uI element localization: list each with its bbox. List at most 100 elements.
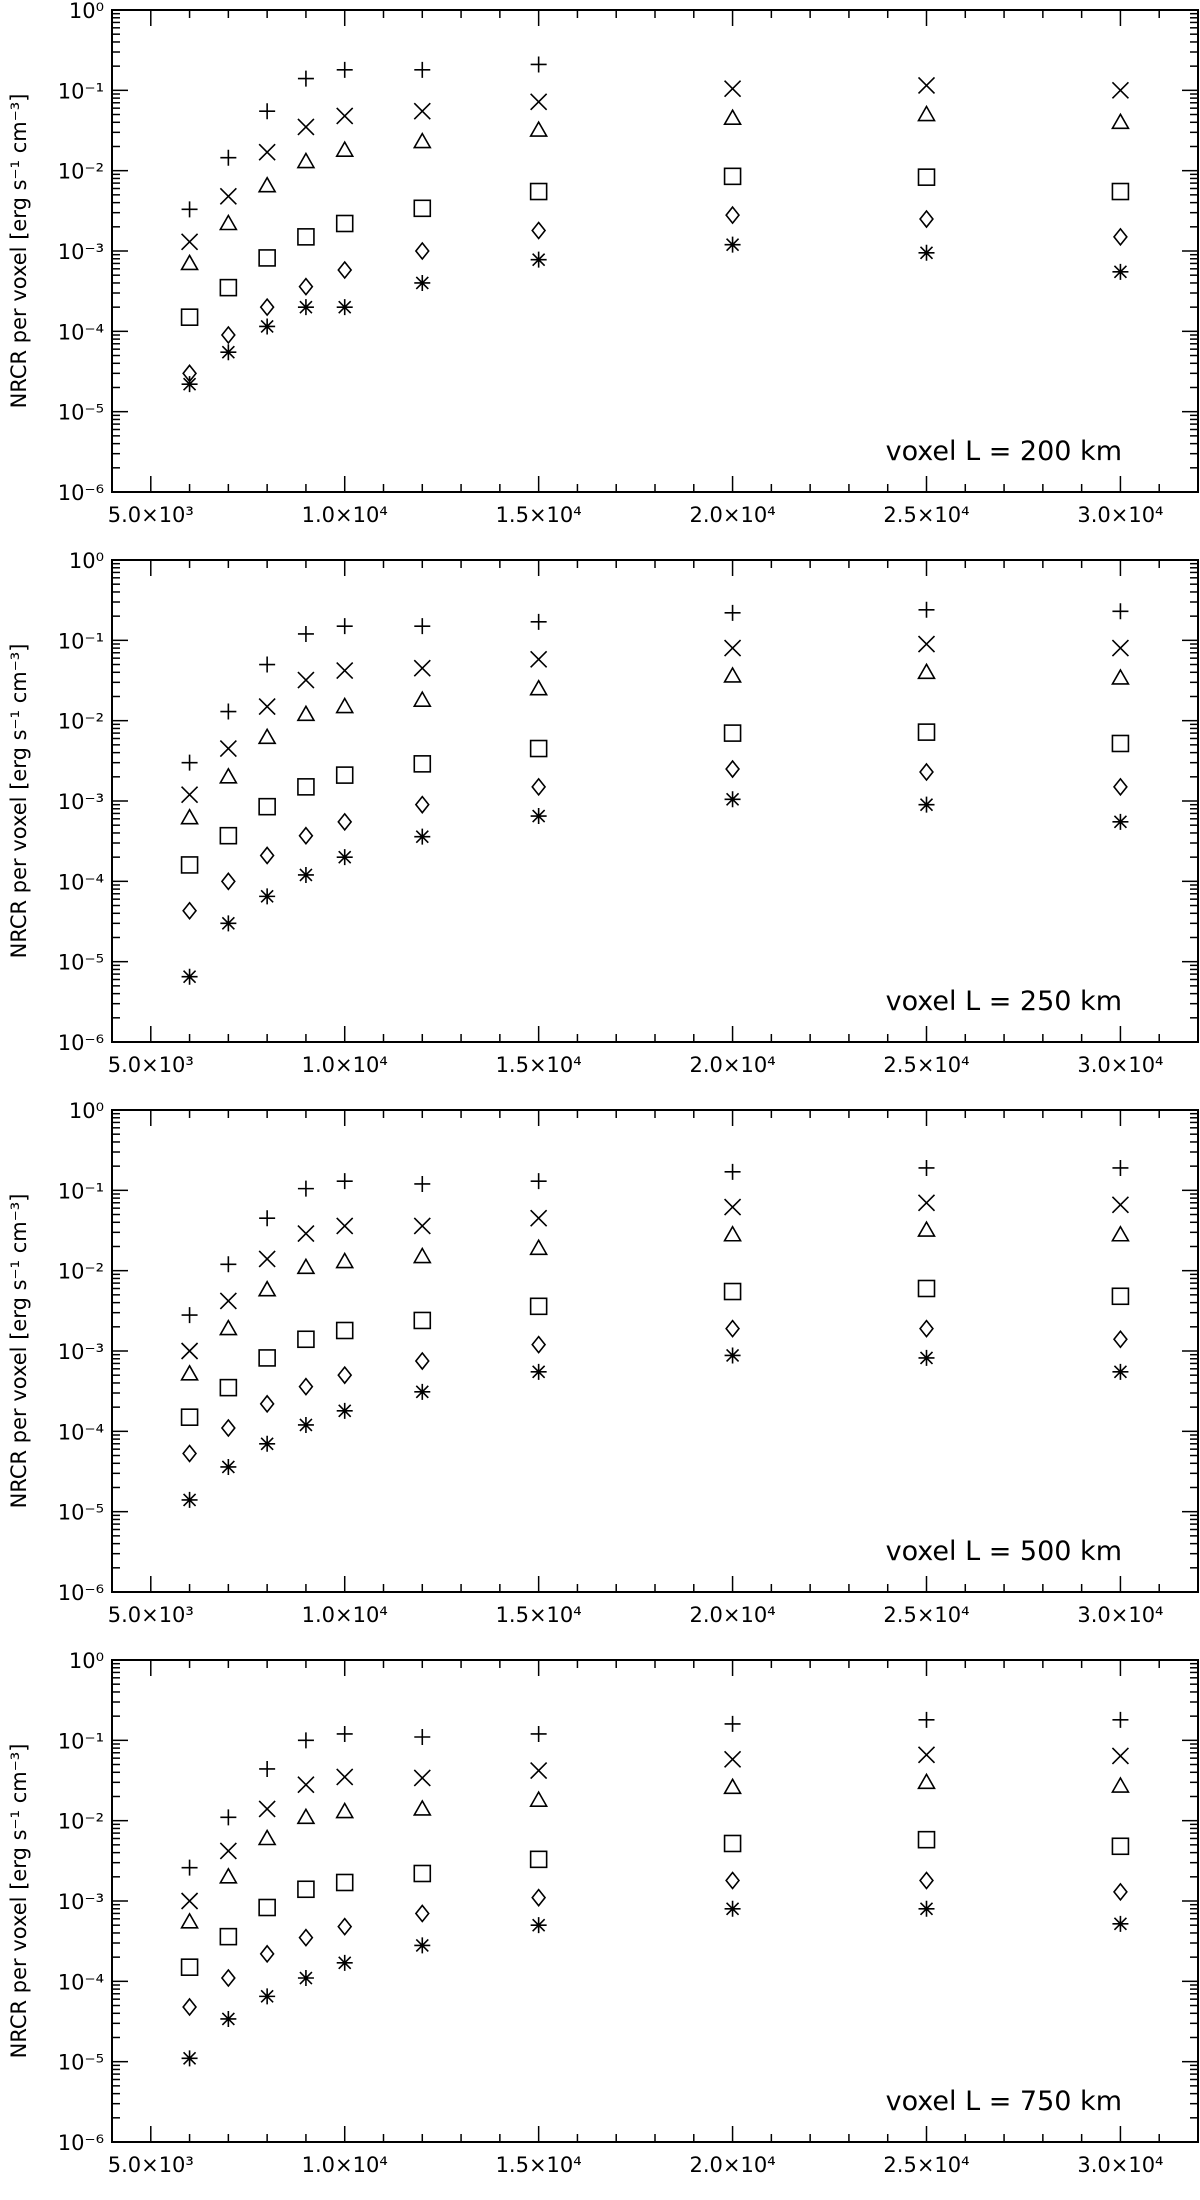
square-marker [335, 766, 354, 784]
plus-marker [724, 604, 741, 621]
diamond-marker [414, 1904, 430, 1923]
cross-marker [181, 1892, 199, 1910]
x-tick-label: 1.5×10⁴ [496, 2153, 582, 2177]
asterisk-marker [918, 244, 935, 261]
x-tick-label: 5.0×10³ [108, 1603, 194, 1627]
y-tick-label: 10⁻¹ [58, 79, 104, 103]
x-tick-label: 2.0×10⁴ [690, 1053, 776, 1077]
square-marker [529, 1850, 548, 1869]
asterisk-marker [918, 796, 935, 813]
y-tick-label: 10⁻⁶ [58, 1581, 104, 1605]
cross-marker [530, 93, 548, 111]
square-marker [413, 1864, 432, 1883]
asterisk-marker [259, 888, 276, 905]
cross-marker [1111, 1747, 1129, 1765]
y-tick-label: 10⁰ [69, 0, 104, 23]
asterisk-marker [181, 2050, 198, 2067]
cross-marker [219, 1842, 237, 1860]
plus-marker [336, 1173, 353, 1190]
square-marker [1111, 734, 1130, 753]
y-tick-label: 10⁰ [69, 549, 104, 573]
y-tick-label: 10⁻³ [58, 1340, 104, 1364]
x-tick-label: 2.0×10⁴ [690, 2153, 776, 2177]
cross-marker [413, 1769, 431, 1787]
diamond-marker [531, 1335, 547, 1354]
asterisk-marker [220, 2010, 237, 2027]
cross-marker [917, 1194, 936, 1212]
chart-svg: 10⁰ 10⁻¹ 10⁻² 10⁻³ 10⁻⁴ 10⁻⁵ 10⁻⁶5.0×10³ 1.0×10… [7, 1649, 1199, 2177]
cross-marker [917, 1746, 936, 1764]
y-tick-label: 10⁰ [69, 1649, 104, 1673]
square-marker [180, 308, 199, 326]
cross-marker [336, 662, 354, 680]
diamond-marker [531, 1888, 547, 1907]
triangle-marker [296, 704, 316, 722]
asterisk-marker [414, 828, 431, 845]
y-tick-label: 10⁻¹ [58, 1179, 104, 1203]
voxel-size-annotation: voxel L = 750 km [886, 2086, 1122, 2117]
triangle-marker [335, 1801, 355, 1819]
diamond-marker [298, 826, 314, 845]
triangle-marker [917, 1772, 936, 1790]
y-tick-label: 10⁻⁵ [58, 1501, 104, 1525]
plus-marker [530, 56, 547, 73]
square-marker [723, 1834, 742, 1853]
x-tick-label: 3.0×10⁴ [1077, 1603, 1163, 1627]
diamond-marker [182, 1997, 197, 2017]
square-marker [1111, 182, 1130, 201]
chart-svg: 10⁰ 10⁻¹ 10⁻² 10⁻³ 10⁻⁴ 10⁻⁵ 10⁻⁶5.0×10³ 1.0×10… [7, 1099, 1199, 1627]
diamond-marker [919, 1871, 934, 1890]
diamond-marker [1113, 227, 1128, 247]
data-points [180, 1711, 1130, 2067]
cross-marker [258, 1250, 276, 1268]
square-marker [917, 1279, 936, 1298]
plus-marker [918, 601, 935, 618]
square-marker [258, 1349, 276, 1367]
diamond-marker [725, 1871, 740, 1890]
diamond-marker [337, 812, 353, 832]
plus-marker [336, 618, 353, 635]
diamond-marker [725, 205, 740, 225]
square-marker [529, 182, 548, 201]
data-points [180, 1159, 1130, 1508]
asterisk-marker [1112, 1363, 1129, 1380]
square-marker [297, 1330, 315, 1349]
diamond-marker [298, 1928, 314, 1947]
asterisk-marker [336, 849, 353, 866]
x-tick-label: 2.0×10⁴ [690, 503, 776, 527]
asterisk-marker [259, 318, 276, 335]
cross-marker [258, 143, 276, 161]
square-marker [529, 1297, 548, 1316]
square-marker [258, 1898, 276, 1917]
series-cross [181, 1746, 1129, 1910]
diamond-marker [220, 1968, 236, 1988]
series-diamond [182, 759, 1128, 921]
diamond-marker [337, 1917, 353, 1936]
series-diamond [182, 1871, 1128, 2017]
axis-ticks [112, 9, 1198, 493]
y-axis-label: NRCR per voxel [erg s⁻¹ cm⁻³] [7, 1194, 31, 1509]
triangle-marker [1111, 112, 1130, 130]
plus-marker [530, 1725, 547, 1742]
plus-marker [530, 1173, 547, 1190]
diamond-marker [298, 1377, 314, 1396]
voxel-size-annotation: voxel L = 500 km [886, 1536, 1122, 1567]
triangle-marker [180, 808, 199, 825]
x-tick-label: 1.0×10⁴ [302, 2153, 388, 2177]
square-marker [917, 1830, 936, 1849]
cross-marker [1111, 81, 1129, 99]
series-diamond [182, 1319, 1128, 1463]
asterisk-marker [414, 274, 431, 291]
series-cross [181, 1194, 1129, 1360]
plus-marker [297, 70, 314, 87]
series-plus [181, 1711, 1129, 1876]
x-tick-label: 3.0×10⁴ [1077, 1053, 1163, 1077]
diamond-marker [531, 777, 547, 797]
data-points [180, 56, 1130, 393]
diamond-marker [259, 846, 275, 865]
asterisk-marker [724, 236, 741, 253]
series-asterisk [181, 236, 1129, 393]
square-marker [917, 168, 936, 186]
diamond-marker [919, 762, 934, 782]
cross-marker [530, 1762, 548, 1780]
